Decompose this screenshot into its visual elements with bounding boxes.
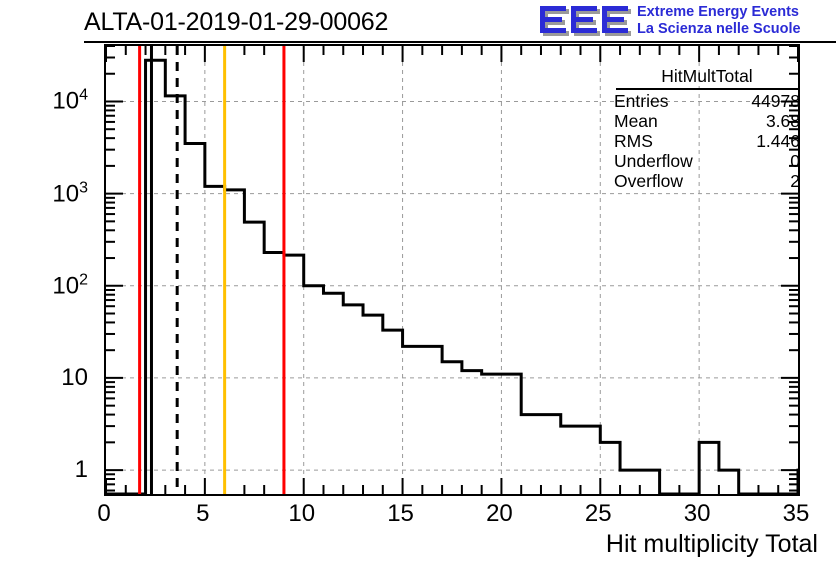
x-tick-label: 35 — [782, 500, 810, 527]
y-axis-labels: 1 10 102 103 104 — [0, 44, 98, 496]
x-tick-label: 10 — [288, 500, 316, 527]
eee-logo-text: Extreme Energy Events La Scienza nelle S… — [637, 4, 801, 38]
y-tick-label: 104 — [52, 86, 88, 115]
stats-row-key: Underflow — [614, 151, 693, 171]
histogram-plot — [104, 44, 818, 496]
stats-row-value: 44978 — [751, 91, 800, 111]
eee-logo: Extreme Energy Events La Scienza nelle S… — [537, 2, 836, 44]
stats-box-title: HitMultTotal — [616, 66, 798, 90]
x-axis-labels: 0 5 10 15 20 25 30 35 — [97, 500, 809, 534]
stats-row-value: 1.446 — [756, 131, 800, 151]
stats-row-key: Overflow — [614, 171, 684, 191]
x-tick-label: 25 — [584, 500, 612, 527]
y-tick-label: 103 — [52, 179, 88, 208]
stats-row-value: 2 — [790, 171, 800, 191]
stats-row-value: 3.68 — [765, 111, 800, 131]
stats-row: Mean 3.68 — [612, 111, 802, 131]
stats-row-key: RMS — [614, 131, 653, 151]
x-tick-label: 0 — [97, 500, 111, 527]
x-tick-label: 15 — [387, 500, 414, 527]
y-tick-label: 10 — [61, 363, 88, 391]
x-tick-label: 30 — [683, 500, 711, 527]
stats-row: Underflow 0 — [612, 151, 802, 171]
x-tick-label: 20 — [486, 500, 513, 527]
eee-logo-line2: La Scienza nelle Scuole — [637, 21, 801, 37]
x-axis-title: Hit multiplicity Total — [605, 530, 818, 558]
x-tick-label: 5 — [196, 500, 210, 527]
marker-lines — [138, 46, 286, 494]
stats-row-key: Mean — [614, 111, 658, 131]
eee-logo-mark — [540, 6, 631, 36]
stats-row: Overflow 2 — [612, 171, 802, 191]
stats-row-key: Entries — [614, 91, 669, 111]
stats-box-rows: Entries 44978 Mean 3.68 RMS 1.446 Underflow 0 Ov… — [612, 91, 802, 191]
y-tick-label: 1 — [74, 456, 88, 484]
y-tick-label: 102 — [52, 271, 88, 300]
stats-box: HitMultTotal Entries 44978 Mean 3.68 RMS 1.44… — [612, 66, 802, 191]
stats-row: Entries 44978 — [612, 91, 802, 111]
header-divider — [84, 41, 836, 43]
histogram-svg — [105, 45, 818, 496]
eee-logo-line1: Extreme Energy Events — [637, 4, 799, 20]
stats-row: RMS 1.446 — [612, 131, 802, 151]
page-title: ALTA-01-2019-01-29-00062 — [84, 8, 389, 36]
grid-lines — [106, 46, 798, 494]
stats-row-value: 0 — [790, 151, 800, 171]
